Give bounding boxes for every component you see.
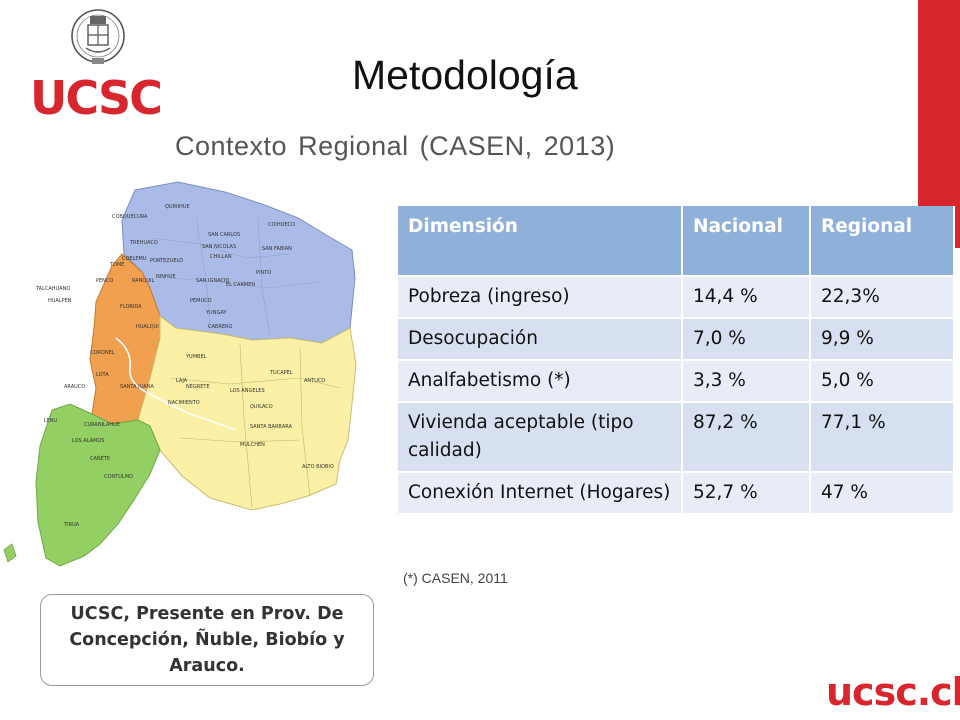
map-commune-label: HUALPEN xyxy=(48,298,72,304)
footer-brand-url: ucsc.cl xyxy=(826,670,960,714)
table-row: Vivienda aceptable (tipo calidad) 87,2 %… xyxy=(398,401,955,472)
map-commune-label: QUIRIHUE xyxy=(165,204,190,210)
map-commune-label: COELEMU xyxy=(122,256,147,262)
map-commune-labels: COBQUECURA TREHUACO QUIRIHUE PORTEZUELO NINH… xyxy=(35,204,334,528)
map-commune-label: ANTUCO xyxy=(304,378,325,384)
map-commune-label: LOS ANGELES xyxy=(230,388,265,394)
map-commune-label: MULCHEN xyxy=(240,442,265,448)
map-commune-label: TREHUACO xyxy=(129,240,158,246)
cell-nacional: 7,0 % xyxy=(682,317,811,360)
table-header-row: Dimensión Nacional Regional xyxy=(398,206,955,276)
table-row: Analfabetismo (*) 3,3 % 5,0 % xyxy=(398,359,955,402)
header-nacional: Nacional xyxy=(682,206,811,276)
map-commune-label: QUILACO xyxy=(250,404,273,410)
map-commune-label: YUNGAY xyxy=(205,310,227,316)
map-commune-label: HUALQUI xyxy=(136,324,159,330)
cell-dimension: Pobreza (ingreso) xyxy=(398,275,683,318)
cell-dimension: Desocupación xyxy=(398,317,683,360)
caption-text: UCSC, Presente en Prov. De Concepción, Ñ… xyxy=(69,604,345,676)
cell-dimension: Vivienda aceptable (tipo calidad) xyxy=(398,401,683,472)
university-seal-icon xyxy=(71,9,125,64)
map-commune-label: NINHUE xyxy=(156,274,176,280)
map-commune-label: CURANILAHUE xyxy=(84,422,120,428)
map-commune-label: NEGRETE xyxy=(186,384,210,390)
table-footnote: (*) CASEN, 2011 xyxy=(403,570,508,586)
cell-nacional: 3,3 % xyxy=(682,359,811,402)
map-commune-label: RANQUIL xyxy=(132,278,155,284)
map-commune-label: PENCO xyxy=(96,278,113,284)
map-province-arauco xyxy=(35,403,161,567)
map-commune-label: SAN NICOLAS xyxy=(202,244,236,250)
map-river xyxy=(115,337,237,431)
map-commune-label: CONTULMO xyxy=(104,474,133,480)
header-regional: Regional xyxy=(810,206,955,276)
map-province-biobio xyxy=(137,315,357,511)
map-commune-label: COIHUECO xyxy=(268,222,295,228)
cell-regional: 9,9 % xyxy=(810,317,955,360)
page-subtitle: Contexto Regional (CASEN, 2013) xyxy=(175,131,616,161)
cell-dimension: Analfabetismo (*) xyxy=(398,359,683,402)
map-commune-label: SAN IGNACIO xyxy=(196,278,229,284)
cell-regional: 47 % xyxy=(810,471,955,513)
table-row: Pobreza (ingreso) 14,4 % 22,3% xyxy=(398,275,955,318)
page-title: Metodología xyxy=(352,52,578,98)
map-commune-label: COBQUECURA xyxy=(112,214,148,220)
map-commune-label: ALTO BIOBIO xyxy=(302,464,334,470)
map-commune-label: NACIMIENTO xyxy=(168,400,200,406)
map-commune-label: CORONEL xyxy=(90,350,115,356)
cell-nacional: 52,7 % xyxy=(682,471,811,513)
biobio-region-map-svg: COBQUECURA TREHUACO QUIRIHUE PORTEZUELO NINH… xyxy=(3,181,357,567)
ucsc-logo: UCSC xyxy=(30,6,163,125)
table-row: Desocupación 7,0 % 9,9 % xyxy=(398,317,955,360)
map-commune-label: SANTA BARBARA xyxy=(250,424,293,430)
map-commune-label: ARAUCO xyxy=(64,384,85,390)
map-commune-label: YUMBEL xyxy=(185,354,207,360)
map-commune-label: CHILLAN xyxy=(210,254,232,260)
map-commune-label: TUCAPEL xyxy=(269,370,293,376)
data-table: Dimensión Nacional Regional Pobreza (ing… xyxy=(398,206,955,513)
map-commune-label: SANTA JUANA xyxy=(120,384,154,390)
map-commune-label: PEMUCO xyxy=(190,298,212,304)
cell-nacional: 87,2 % xyxy=(682,401,811,472)
map-commune-label: LAJA xyxy=(176,378,188,384)
map-commune-label: PORTEZUELO xyxy=(150,258,183,264)
header-dimension: Dimensión xyxy=(398,206,683,276)
map-commune-label: LOTA xyxy=(96,372,109,378)
cell-regional: 22,3% xyxy=(810,275,955,318)
cell-nacional: 14,4 % xyxy=(682,275,811,318)
map-commune-label: LOS ALAMOS xyxy=(72,438,104,444)
map-commune-label: PINTO xyxy=(256,270,271,276)
map-commune-label: SAN FABIAN xyxy=(262,246,292,252)
cell-dimension: Conexión Internet (Hogares) xyxy=(398,471,683,513)
map-commune-label: TOME xyxy=(109,262,124,268)
region-map: COBQUECURA TREHUACO QUIRIHUE PORTEZUELO NINH… xyxy=(0,178,370,576)
map-commune-label: LEBU xyxy=(44,418,57,424)
map-commune-label: CABRERO xyxy=(208,324,232,330)
logo-wordmark: UCSC xyxy=(30,71,163,125)
cell-regional: 77,1 % xyxy=(810,401,955,472)
caption-box: UCSC, Presente en Prov. De Concepción, Ñ… xyxy=(40,594,374,686)
map-commune-label: FLORIDA xyxy=(120,304,142,310)
map-commune-label: EL CARMEN xyxy=(226,282,255,288)
map-island xyxy=(3,543,17,563)
table-row: Conexión Internet (Hogares) 52,7 % 47 % xyxy=(398,471,955,513)
map-commune-label: TIRUA xyxy=(63,522,80,528)
cell-regional: 5,0 % xyxy=(810,359,955,402)
map-commune-label: TALCAHUANO xyxy=(35,286,70,292)
map-commune-label: CAÑETE xyxy=(90,455,110,462)
map-commune-label: SAN CARLOS xyxy=(208,232,240,238)
